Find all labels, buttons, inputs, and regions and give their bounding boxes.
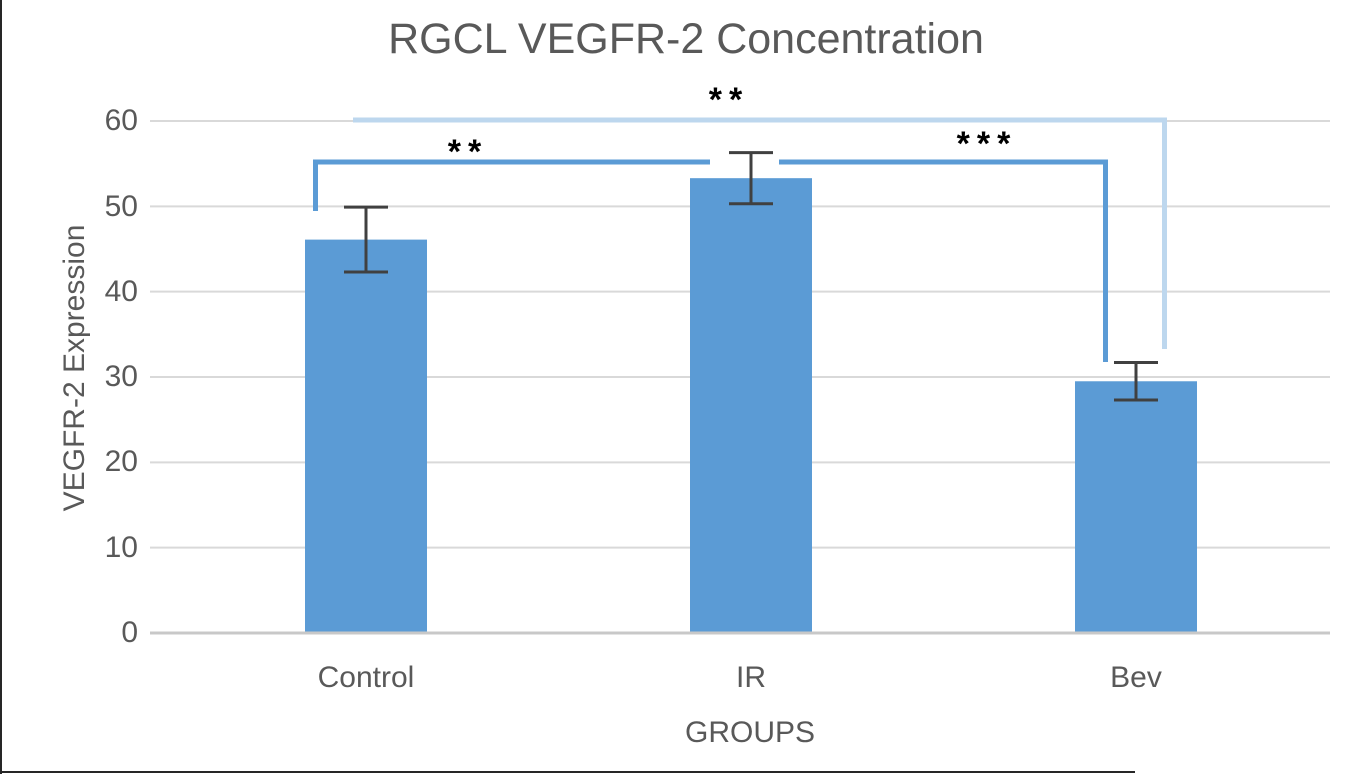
y-tick-label-30: 30 xyxy=(104,360,138,393)
chart-title: RGCL VEGFR-2 Concentration xyxy=(388,15,984,63)
significance-label-control-ir: ** xyxy=(447,133,489,171)
bar-control xyxy=(305,239,427,633)
y-tick-label-40: 40 xyxy=(104,275,138,308)
significance-label-ir-bev: *** xyxy=(956,125,1018,163)
x-category-label-bev: Bev xyxy=(1110,661,1162,694)
bar-bev xyxy=(1075,381,1197,633)
x-category-label-ir: IR xyxy=(736,661,766,694)
x-category-label-control: Control xyxy=(317,661,415,694)
significance-label-control-bev: ** xyxy=(708,81,750,119)
y-tick-label-20: 20 xyxy=(104,445,138,478)
y-tick-label-0: 0 xyxy=(121,616,138,649)
x-axis-title: GROUPS xyxy=(684,716,816,749)
y-tick-label-50: 50 xyxy=(104,190,138,223)
bar-ir xyxy=(690,178,812,633)
figure-bottom-border xyxy=(0,771,1135,773)
y-tick-label-10: 10 xyxy=(104,531,138,564)
y-tick-label-60: 60 xyxy=(104,104,138,137)
figure-left-border xyxy=(0,0,2,774)
